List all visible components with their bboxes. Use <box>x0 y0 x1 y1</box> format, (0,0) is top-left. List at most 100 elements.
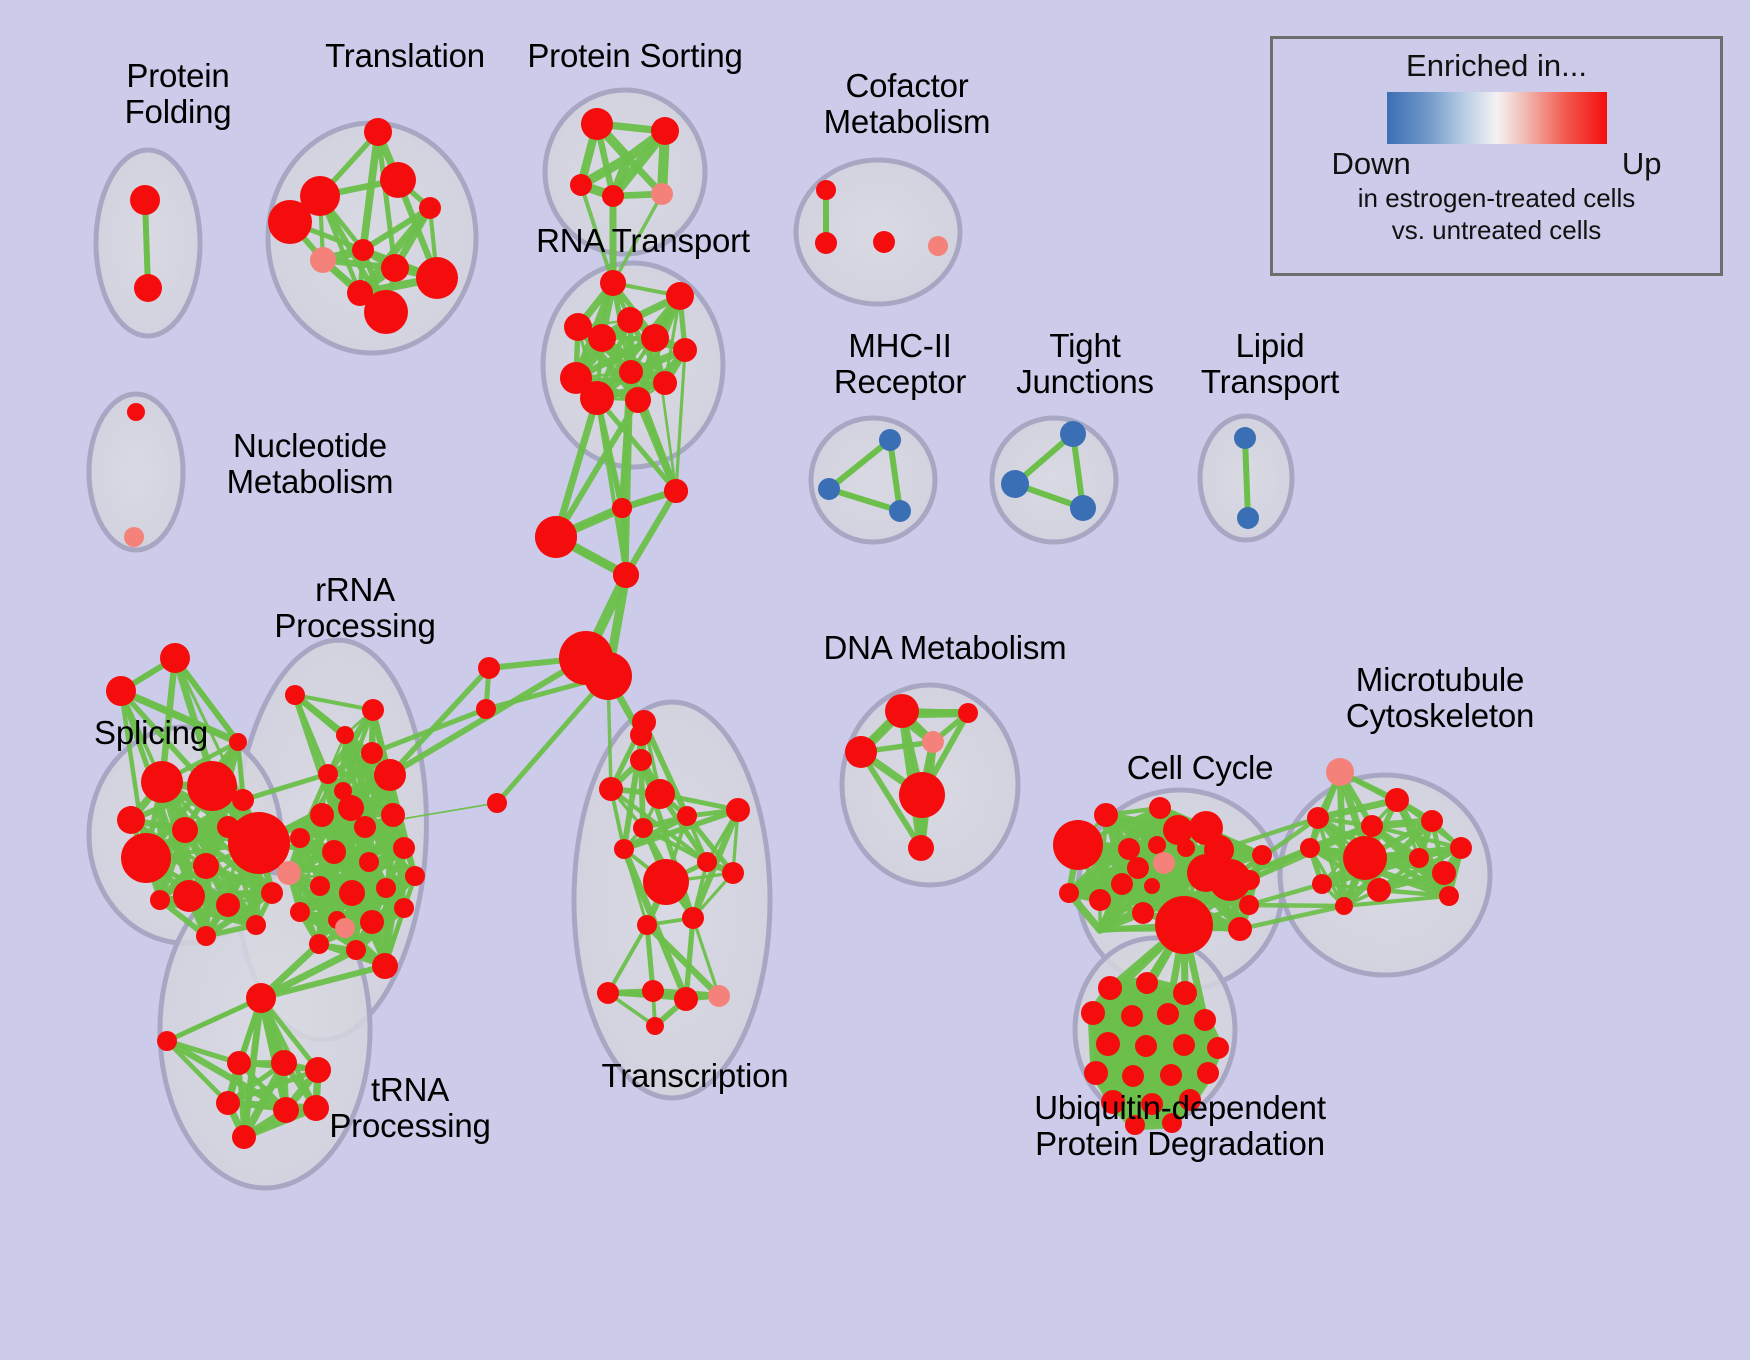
edge <box>1242 435 1251 521</box>
node <box>1173 1034 1195 1056</box>
node <box>873 231 895 253</box>
node <box>364 290 408 334</box>
node <box>393 837 415 859</box>
node <box>1179 1089 1201 1111</box>
cluster-label-microtubule-cytoskeleton: Microtubule Cytoskeleton <box>1345 661 1535 734</box>
node <box>290 828 310 848</box>
legend-high-label: Up <box>1621 146 1662 181</box>
node <box>564 313 592 341</box>
node <box>682 907 704 929</box>
hull-nucleotide <box>86 391 186 553</box>
edge <box>826 437 893 492</box>
node <box>570 174 592 196</box>
node <box>1135 1035 1157 1057</box>
node <box>1300 838 1320 858</box>
node <box>1101 1090 1125 1114</box>
node <box>216 1091 240 1115</box>
edge <box>359 128 382 254</box>
node <box>674 987 698 1011</box>
edge <box>164 1038 231 1106</box>
edge <box>185 796 247 900</box>
edge <box>622 487 680 579</box>
edge <box>1216 815 1321 853</box>
cluster-label-tight-junctions: Tight Junctions <box>1016 327 1154 400</box>
node <box>1160 1064 1182 1086</box>
node <box>614 839 634 859</box>
edge <box>611 192 664 285</box>
edge <box>258 995 321 1073</box>
node <box>173 880 205 912</box>
hull-cofactor <box>793 157 963 307</box>
legend-subtitle-2: vs. untreated cells <box>1391 215 1602 245</box>
node <box>1312 874 1332 894</box>
node <box>1060 421 1086 447</box>
cluster-label-splicing: Splicing <box>94 714 208 751</box>
node <box>1173 981 1197 1005</box>
node <box>1153 852 1175 874</box>
node <box>310 247 336 273</box>
edge <box>683 915 696 1002</box>
edge <box>644 922 656 994</box>
node <box>416 257 458 299</box>
node <box>1157 1003 1179 1025</box>
cluster-label-cell-cycle: Cell Cycle <box>1126 749 1274 786</box>
cluster-label-trna-processing: tRNA Processing <box>329 1071 491 1144</box>
node <box>157 1031 177 1051</box>
node <box>1125 1115 1145 1135</box>
node <box>359 852 379 872</box>
node <box>229 733 247 751</box>
node <box>196 926 216 946</box>
node <box>584 652 632 700</box>
edge <box>287 846 406 875</box>
edge <box>387 665 492 778</box>
node <box>277 861 301 885</box>
node <box>602 185 624 207</box>
node <box>599 777 623 801</box>
node <box>1367 878 1391 902</box>
node <box>1450 837 1472 859</box>
node <box>1237 507 1259 529</box>
cluster-label-rrna-processing: rRNA Processing <box>274 571 436 644</box>
node <box>1144 878 1160 894</box>
edge <box>257 946 360 1002</box>
node <box>134 274 162 302</box>
node <box>127 403 145 421</box>
node <box>193 853 219 879</box>
legend-subtitle-1: in estrogen-treated cells <box>1357 183 1636 213</box>
node <box>336 726 354 744</box>
node <box>845 736 877 768</box>
edge <box>225 995 264 1106</box>
node <box>1207 1037 1229 1059</box>
node <box>617 307 643 333</box>
node <box>232 789 254 811</box>
node <box>1122 1065 1144 1087</box>
node <box>600 270 626 296</box>
node <box>1209 859 1251 901</box>
node <box>673 338 697 362</box>
node <box>899 772 945 818</box>
node <box>246 983 276 1013</box>
node <box>364 118 392 146</box>
node <box>580 381 614 415</box>
node <box>476 699 496 719</box>
edge <box>1314 796 1401 822</box>
node <box>172 817 198 843</box>
node <box>1127 857 1149 879</box>
node <box>347 280 373 306</box>
cluster-label-mhc-ii-receptor: MHC-II Receptor <box>833 327 967 400</box>
node <box>625 387 651 413</box>
node <box>227 1051 251 1075</box>
node <box>405 866 425 886</box>
node <box>361 742 383 764</box>
node <box>645 779 675 809</box>
node <box>958 703 978 723</box>
node <box>261 882 283 904</box>
node <box>121 833 171 883</box>
edge <box>359 204 434 254</box>
legend-title: Enriched in... <box>1406 48 1587 83</box>
node <box>815 232 837 254</box>
node <box>216 893 240 917</box>
node <box>641 324 669 352</box>
edge <box>172 655 241 745</box>
node <box>1089 889 1111 911</box>
